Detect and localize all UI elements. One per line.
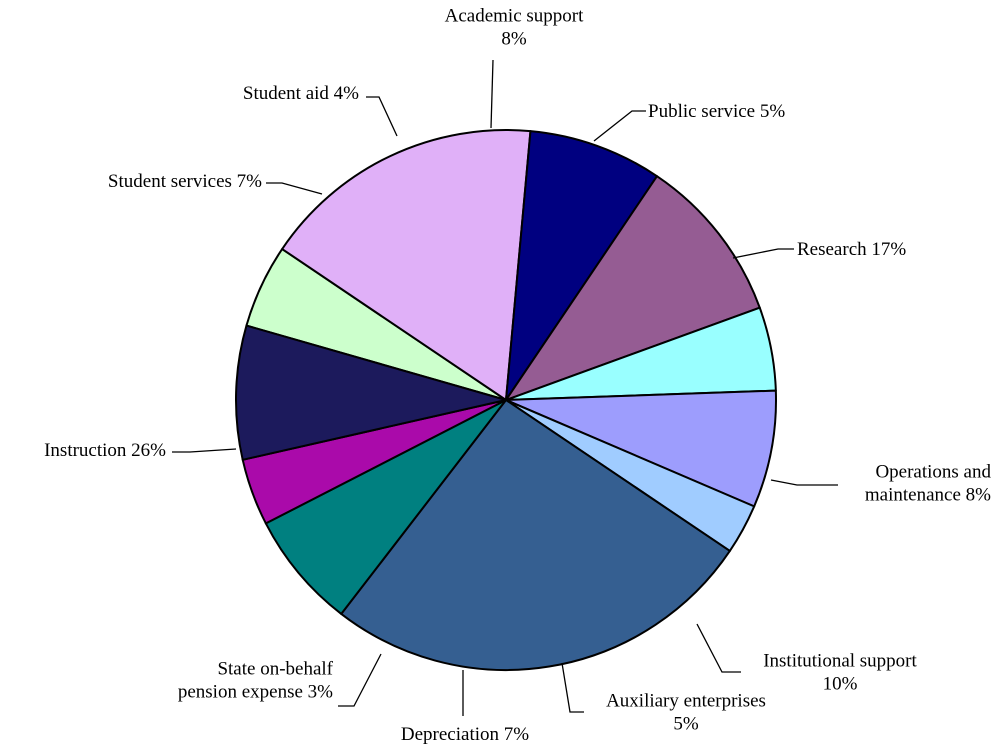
leader-line-state-on-behalf-pension-expense <box>338 653 382 707</box>
label-line: Student services 7% <box>108 171 262 192</box>
label-public-service: Public service 5% <box>648 101 785 122</box>
leader-line-research <box>732 248 794 259</box>
leader-line-student-services <box>266 182 323 195</box>
leader-line-instruction <box>172 448 237 453</box>
slice-depreciation <box>505 389 777 508</box>
label-line: Auxiliary enterprises <box>606 691 766 712</box>
leader-line-operations-and-maintenance <box>770 479 838 486</box>
label-line: State on-behalf <box>217 659 333 680</box>
slice-operations-and-maintenance <box>505 130 658 401</box>
pie-slices <box>235 129 777 671</box>
label-depreciation: Depreciation 7% <box>401 724 529 745</box>
label-line: Public service 5% <box>648 101 785 122</box>
label-line: Research 17% <box>797 239 906 260</box>
label-academic-support: Academic support 8% <box>445 6 584 50</box>
slice-academic-support <box>235 324 507 461</box>
leader-line-public-service <box>593 110 646 142</box>
leader-lines <box>172 59 838 716</box>
slice-instruction <box>340 399 731 671</box>
label-research: Research 17% <box>797 239 906 260</box>
leader-line-academic-support <box>490 59 494 129</box>
label-line: pension expense 3% <box>178 682 333 703</box>
label-line: Student aid 4% <box>243 83 359 104</box>
label-institutional-support: Institutional support 10% <box>763 651 917 695</box>
leader-line-institutional-support <box>696 623 741 673</box>
label-instruction: Instruction 26% <box>44 440 166 461</box>
label-operations-and-maintenance: Operations and maintenance 8% <box>865 462 992 506</box>
label-student-services: Student services 7% <box>108 171 262 192</box>
label-line: 5% <box>673 714 699 735</box>
leader-line-student-aid <box>366 96 398 137</box>
label-line: Institutional support <box>763 651 917 672</box>
leader-line-auxiliary-enterprises <box>561 662 584 713</box>
label-line: maintenance 8% <box>865 485 991 506</box>
slice-institutional-support <box>505 175 761 401</box>
slice-student-services <box>264 399 507 615</box>
slice-labels: Public service 5% Research 17% Operations … <box>44 6 991 746</box>
label-line: 8% <box>501 29 527 50</box>
label-state-on-behalf-pension-expense: State on-behalf pension expense 3% <box>178 659 334 703</box>
label-line: 10% <box>823 674 858 695</box>
label-line: Operations and <box>875 462 991 483</box>
label-student-aid: Student aid 4% <box>243 83 359 104</box>
label-auxiliary-enterprises: Auxiliary enterprises 5% <box>606 691 766 735</box>
label-line: Depreciation 7% <box>401 724 529 745</box>
label-line: Academic support <box>445 6 584 27</box>
label-line: Instruction 26% <box>44 440 166 461</box>
slice-research <box>281 129 532 401</box>
